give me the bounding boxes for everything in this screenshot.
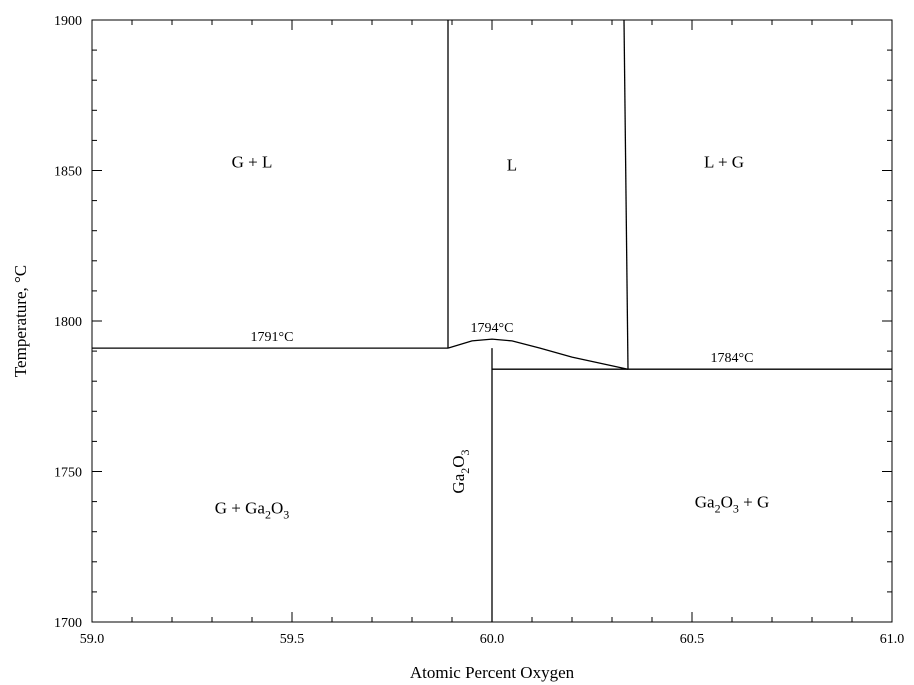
y-tick-label: 1700 xyxy=(54,616,82,631)
y-tick-label: 1800 xyxy=(54,315,82,330)
x-tick-label: 60.0 xyxy=(480,632,505,647)
formula-part: + G xyxy=(739,493,769,512)
temperature-label: 1784°C xyxy=(711,351,754,366)
axis-ticks xyxy=(91,19,893,623)
temperature-labels: 1791°C 1794°C 1784°C xyxy=(251,321,754,366)
formula-part: Ga xyxy=(449,473,468,493)
region-label: G + L xyxy=(232,152,273,171)
subscript: 3 xyxy=(283,508,289,522)
x-axis-title: Atomic Percent Oxygen xyxy=(410,663,575,682)
temperature-label: 1791°C xyxy=(251,330,294,345)
x-tick-label: 59.5 xyxy=(280,632,305,647)
phase-boundaries xyxy=(92,19,892,622)
subscript: 3 xyxy=(458,449,472,455)
y-tick-label: 1900 xyxy=(54,14,82,29)
boundary-right-liquidus xyxy=(623,19,629,370)
subscript: 2 xyxy=(458,468,472,474)
y-tick-label: 1750 xyxy=(54,466,82,481)
formula-part: Ga xyxy=(695,493,715,512)
y-tick-label: 1850 xyxy=(54,165,82,180)
temperature-label: 1794°C xyxy=(471,321,514,336)
boundary-ga2o3-melting-dome xyxy=(447,338,629,370)
formula-part: O xyxy=(721,493,733,512)
subscript: 2 xyxy=(715,502,721,516)
axis-tick-labels: 59.0 59.5 60.0 60.5 61.0 1700 1750 1800 1850 1900 xyxy=(54,14,904,647)
formula-part: G + Ga xyxy=(215,499,266,518)
region-label: Ga2O3 + G xyxy=(695,493,769,516)
subscript: 2 xyxy=(265,508,271,522)
region-label: L + G xyxy=(704,152,744,171)
x-tick-label: 61.0 xyxy=(880,632,905,647)
formula-part: O xyxy=(271,499,283,518)
y-axis-title: Temperature, °C xyxy=(11,265,30,377)
x-tick-label: 60.5 xyxy=(680,632,705,647)
formula-part: O xyxy=(449,455,468,467)
subscript: 3 xyxy=(733,502,739,516)
region-label: Ga2O3 xyxy=(449,449,472,493)
region-label: G + Ga2O3 xyxy=(215,499,289,522)
region-label: L xyxy=(507,156,517,175)
x-tick-label: 59.0 xyxy=(80,632,105,647)
